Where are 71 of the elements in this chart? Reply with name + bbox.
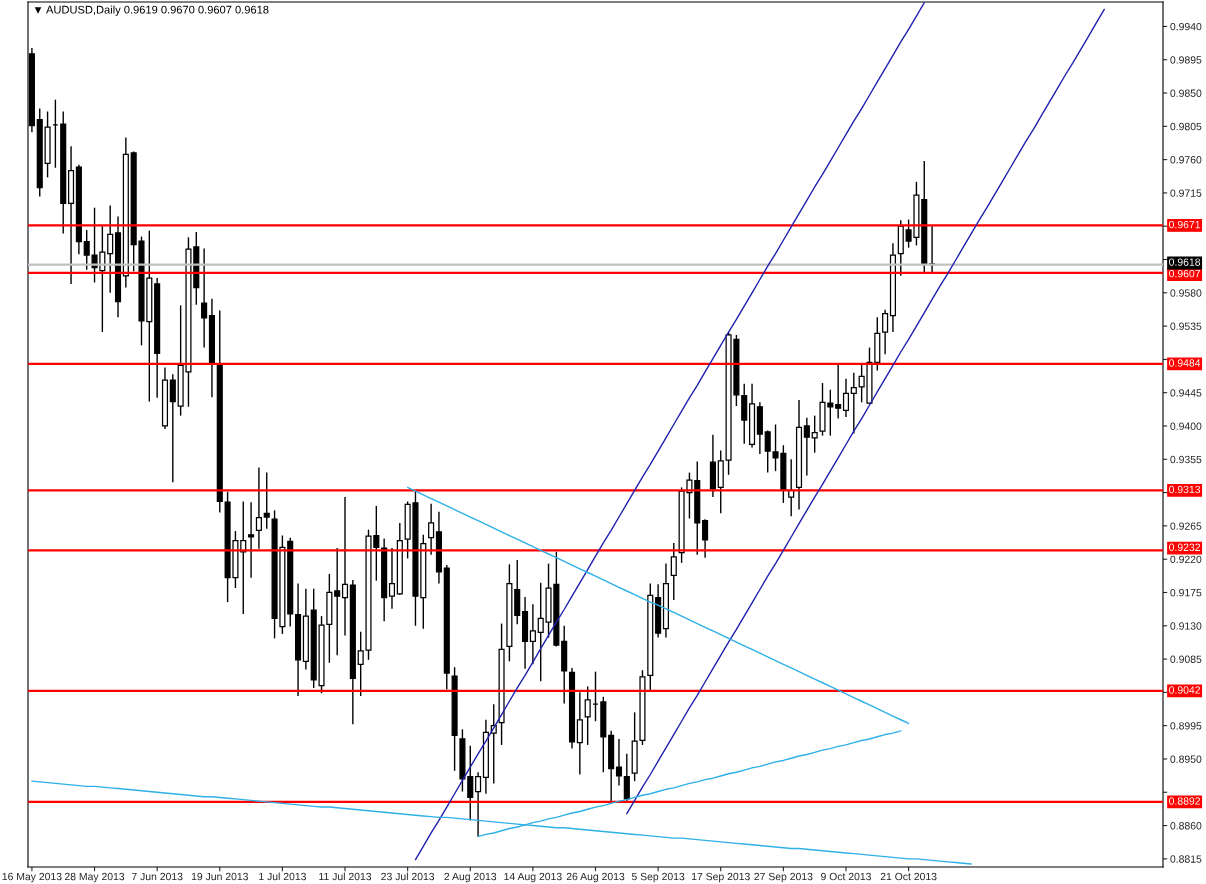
y-tick-label: 0.9895 [1170,56,1202,64]
x-tick-label: 27 Sep 2013 [754,872,813,883]
y-tick-label: 0.9805 [1170,122,1202,131]
y-tick-label: 0.8860 [1170,822,1202,830]
candlestick [107,204,114,294]
candlestick [341,496,349,637]
candlestick [428,502,435,556]
x-tick-label: 17 Sep 2013 [692,872,750,883]
y-tick-label: 0.9400 [1170,422,1202,430]
candlestick [850,372,857,435]
y-tick-label: 0.9175 [1170,588,1202,597]
y-tick-label: 0.9220 [1170,555,1202,564]
candlestick [835,363,842,420]
y-tick-label: 0.9355 [1170,455,1202,464]
x-tick-label: 21 Oct 2013 [880,872,937,881]
candlestick [248,501,255,579]
candlestick [615,738,623,787]
y-tick-label: 0.9130 [1170,622,1202,630]
line-series [414,2,925,861]
line-series [626,8,1105,815]
x-tick-label: 11 Jul 2013 [319,872,372,881]
candlestick [169,373,176,483]
candlestick [584,685,591,746]
y-tick-label: 0.8995 [1170,722,1202,730]
candlestick [255,466,262,550]
y-tick-label: 0.9085 [1170,655,1202,663]
ref-line-label: 0.8892 [1169,797,1201,805]
y-tick-label: 0.9850 [1170,89,1202,97]
line-series [406,486,910,725]
y-tick-label: 0.8950 [1170,755,1202,763]
y-tick-label: 0.9265 [1170,522,1202,530]
candlestick [670,542,677,601]
x-tick-label: 26 Aug 2013 [566,872,625,883]
ref-line-label: 0.9607 [1169,269,1201,278]
y-tick-label: 0.9580 [1170,289,1202,297]
x-tick-label: 23 Jul 2013 [381,872,435,881]
candlestick [388,547,396,610]
candlestick [334,547,341,657]
candlestick [702,518,709,559]
y-tick-label: 0.9715 [1170,189,1202,197]
ref-line-label: 0.9232 [1169,543,1201,551]
x-tick-label: 5 Sep 2013 [631,872,685,883]
ref-line-label: 0.9484 [1169,359,1201,367]
candlestick [263,471,270,530]
x-tick-label: 28 May 2013 [64,872,125,883]
candlestick [623,753,630,804]
ref-line-label: 0.9042 [1169,686,1201,694]
y-tick-label: 0.8815 [1170,855,1202,863]
x-tick-label: 14 Aug 2013 [504,872,562,883]
x-tick-label: 9 Oct 2013 [820,872,872,881]
chart-title: ▼ AUDUSD,Daily 0.9619 0.9670 0.9607 0.9618 [34,5,269,16]
candlestick [882,309,889,355]
candlestick [475,771,482,838]
candlestick [576,691,583,776]
x-tick-label: 19 Jun 2013 [191,872,248,881]
y-tick-label: 0.9445 [1170,389,1202,397]
x-tick-label: 2 Aug 2013 [444,872,497,883]
candlestick [803,417,810,477]
candlestick [529,603,536,665]
ref-line-label: 0.9671 [1169,220,1201,229]
y-tick-label: 0.9940 [1170,22,1202,31]
y-tick-label: 0.9535 [1170,322,1202,330]
ref-line-label: 0.9618 [1169,258,1201,266]
y-tick-label: 0.9760 [1170,156,1202,164]
candlestick [842,377,850,418]
candlestick [811,414,818,454]
x-tick-label: 7 Jun 2013 [131,872,183,881]
ref-line-label: 0.9313 [1169,485,1201,494]
x-tick-label: 1 Jul 2013 [259,872,306,881]
x-tick-label: 16 May 2013 [2,872,62,883]
candlestick [201,247,208,349]
